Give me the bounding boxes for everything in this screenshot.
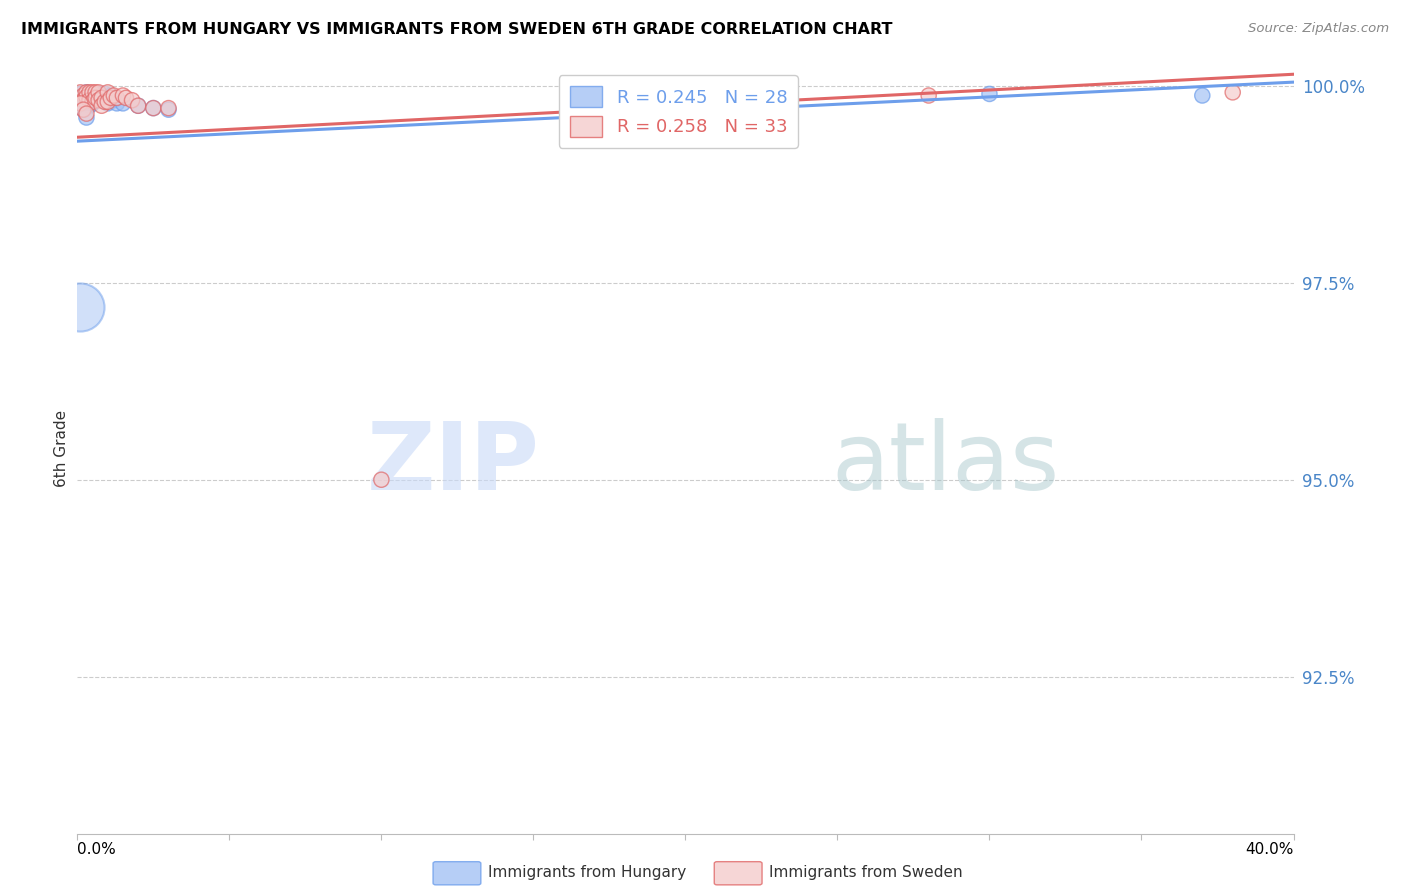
Point [79, 93, 101, 107]
Point [82, 88, 104, 103]
Point [111, 96, 134, 111]
Point [97, 96, 120, 111]
Point [111, 88, 134, 103]
Point [72, 103, 94, 117]
Point [90, 91, 112, 105]
Point [75, 106, 97, 120]
Point [105, 96, 128, 111]
Point [84, 87, 107, 101]
Point [75, 86, 97, 100]
Point [97, 91, 120, 105]
Point [370, 473, 392, 487]
Point [72, 88, 94, 103]
Point [82, 86, 104, 100]
Point [142, 101, 165, 115]
Point [75, 90, 97, 104]
Point [100, 91, 122, 105]
Point [127, 99, 149, 113]
Point [79, 99, 101, 113]
Point [103, 88, 125, 103]
Point [75, 111, 97, 125]
Y-axis label: 6th Grade: 6th Grade [53, 409, 69, 487]
Point [69, 96, 91, 111]
Point [87, 91, 110, 105]
Point [75, 86, 97, 100]
Point [93, 95, 115, 109]
Point [72, 103, 94, 117]
Point [97, 86, 120, 100]
Text: 0.0%: 0.0% [77, 842, 117, 857]
Point [127, 99, 149, 113]
Point [69, 95, 91, 109]
Point [93, 87, 115, 101]
Point [1191, 88, 1213, 103]
Point [90, 99, 112, 113]
Text: Immigrants from Hungary: Immigrants from Hungary [488, 865, 686, 880]
Point [87, 86, 110, 100]
Point [72, 93, 94, 107]
Point [100, 88, 122, 103]
Point [84, 86, 107, 100]
Point [704, 88, 727, 103]
Point [72, 88, 94, 103]
Text: atlas: atlas [831, 417, 1060, 509]
Point [918, 88, 941, 103]
Point [87, 87, 110, 101]
Point [87, 93, 110, 107]
Point [142, 101, 165, 115]
Point [69, 86, 91, 100]
Legend: R = 0.245   N = 28, R = 0.258   N = 33: R = 0.245 N = 28, R = 0.258 N = 33 [558, 75, 799, 148]
Text: Source: ZipAtlas.com: Source: ZipAtlas.com [1249, 22, 1389, 36]
Point [115, 91, 138, 105]
Point [979, 87, 1001, 101]
Point [79, 86, 101, 100]
Point [97, 95, 120, 109]
Point [84, 93, 107, 107]
Point [157, 103, 180, 117]
Point [121, 93, 143, 107]
Text: 40.0%: 40.0% [1246, 842, 1294, 857]
Point [1222, 86, 1244, 100]
Point [82, 95, 104, 109]
Text: IMMIGRANTS FROM HUNGARY VS IMMIGRANTS FROM SWEDEN 6TH GRADE CORRELATION CHART: IMMIGRANTS FROM HUNGARY VS IMMIGRANTS FR… [21, 22, 893, 37]
Point [79, 91, 101, 105]
Point [105, 91, 128, 105]
Point [103, 93, 125, 107]
Point [82, 96, 104, 111]
Text: ZIP: ZIP [367, 417, 540, 509]
Point [69, 87, 91, 101]
Point [84, 91, 107, 105]
Text: Immigrants from Sweden: Immigrants from Sweden [769, 865, 963, 880]
Point [90, 88, 112, 103]
Point [69, 300, 91, 314]
Point [157, 101, 180, 115]
